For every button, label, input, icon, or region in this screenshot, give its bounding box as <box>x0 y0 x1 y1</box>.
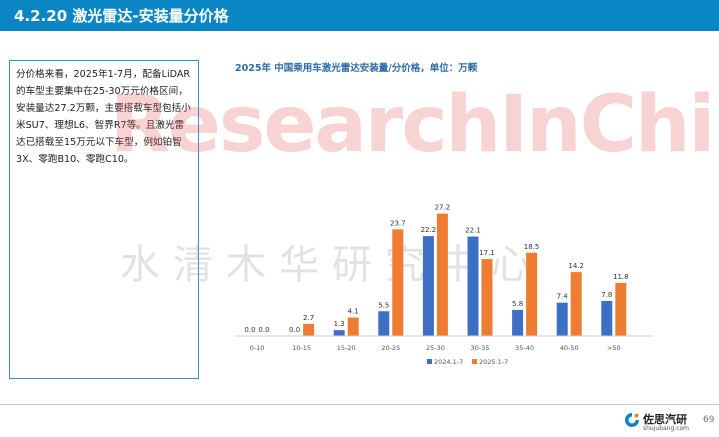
data-label-2025-7: 14.2 <box>568 262 584 270</box>
data-label-2025-2: 4.1 <box>348 308 359 316</box>
bar-chart: 0.0 0.00-100.02.710-151.34.115-205.523.72… <box>235 204 653 366</box>
x-tick-label-8: >50 <box>607 344 621 352</box>
data-label-2025-4: 27.2 <box>435 204 451 212</box>
data-label-2025-8: 11.8 <box>613 273 629 281</box>
data-label-2024-5: 22.1 <box>465 227 481 235</box>
x-tick-label-3: 20-25 <box>381 344 400 352</box>
bar-2024-7 <box>556 302 568 336</box>
brand-url: shujubang.com <box>643 425 690 432</box>
brand-logo: 佐思汽研 shujubang.com <box>623 409 713 433</box>
page-title: 4.2.20 激光雷达-安装量分价格 <box>14 7 229 25</box>
data-label-2024-3: 5.5 <box>378 301 389 309</box>
bar-2025-4 <box>436 213 448 336</box>
data-label-2025-3: 23.7 <box>390 219 406 227</box>
watermark-en: ResearchInChina <box>110 80 719 170</box>
data-label-2024-1: 0.0 <box>289 326 300 334</box>
x-tick-label-5: 30-35 <box>471 344 490 352</box>
bar-2024-4 <box>422 236 434 336</box>
data-label-2025-0: 0.0 <box>258 326 269 334</box>
bar-2024-8 <box>601 300 613 336</box>
header-bar: 4.2.20 激光雷达-安装量分价格 <box>0 0 719 31</box>
x-tick-label-6: 35-40 <box>515 344 534 352</box>
data-label-2024-7: 7.4 <box>557 293 569 301</box>
page-number: 69 <box>703 415 715 425</box>
brand-name: 佐思汽研 <box>643 413 687 426</box>
footer-divider <box>0 404 719 405</box>
summary-text: 分价格来看，2025年1-7月，配备LiDAR的车型主要集中在25-30万元价格… <box>16 69 191 165</box>
data-label-2025-5: 17.1 <box>479 249 495 257</box>
data-label-2025-6: 18.5 <box>524 243 540 251</box>
bar-2025-8 <box>615 282 627 336</box>
bar-2024-5 <box>467 236 479 336</box>
x-tick-label-7: 40-50 <box>560 344 579 352</box>
bar-2024-2 <box>333 330 345 336</box>
chart-title: 2025年 中国乘用车激光雷达安装量/分价格，单位：万颗 <box>235 63 478 74</box>
bar-2025-5 <box>481 259 493 336</box>
data-label-2024-0: 0.0 <box>244 326 255 334</box>
bar-2024-3 <box>378 311 390 336</box>
data-label-2024-2: 1.3 <box>334 320 345 328</box>
bar-2025-6 <box>526 252 538 336</box>
bar-2025-3 <box>392 229 404 336</box>
data-label-2025-1: 2.7 <box>303 314 314 322</box>
legend-label-2025: 2025.1-7 <box>479 358 508 366</box>
x-tick-label-2: 15-20 <box>337 344 356 352</box>
data-label-2024-4: 22.2 <box>421 226 437 234</box>
legend-swatch-2024 <box>427 359 432 364</box>
legend-swatch-2025 <box>472 359 477 364</box>
logo-icon <box>625 413 639 427</box>
bar-2025-7 <box>570 272 582 336</box>
summary-textbox: 分价格来看，2025年1-7月，配备LiDAR的车型主要集中在25-30万元价格… <box>9 60 199 379</box>
bar-2025-1 <box>303 323 315 336</box>
bar-2024-6 <box>512 309 524 336</box>
legend-label-2024: 2024.1-7 <box>434 358 463 366</box>
x-tick-label-0: 0-10 <box>250 344 265 352</box>
data-label-2024-8: 7.8 <box>601 291 612 299</box>
bar-2025-2 <box>347 317 359 336</box>
x-tick-label-1: 10-15 <box>292 344 311 352</box>
data-label-2024-6: 5.8 <box>512 300 523 308</box>
x-tick-label-4: 25-30 <box>426 344 445 352</box>
watermark-cn: 水清木华研究中心 <box>120 242 544 288</box>
